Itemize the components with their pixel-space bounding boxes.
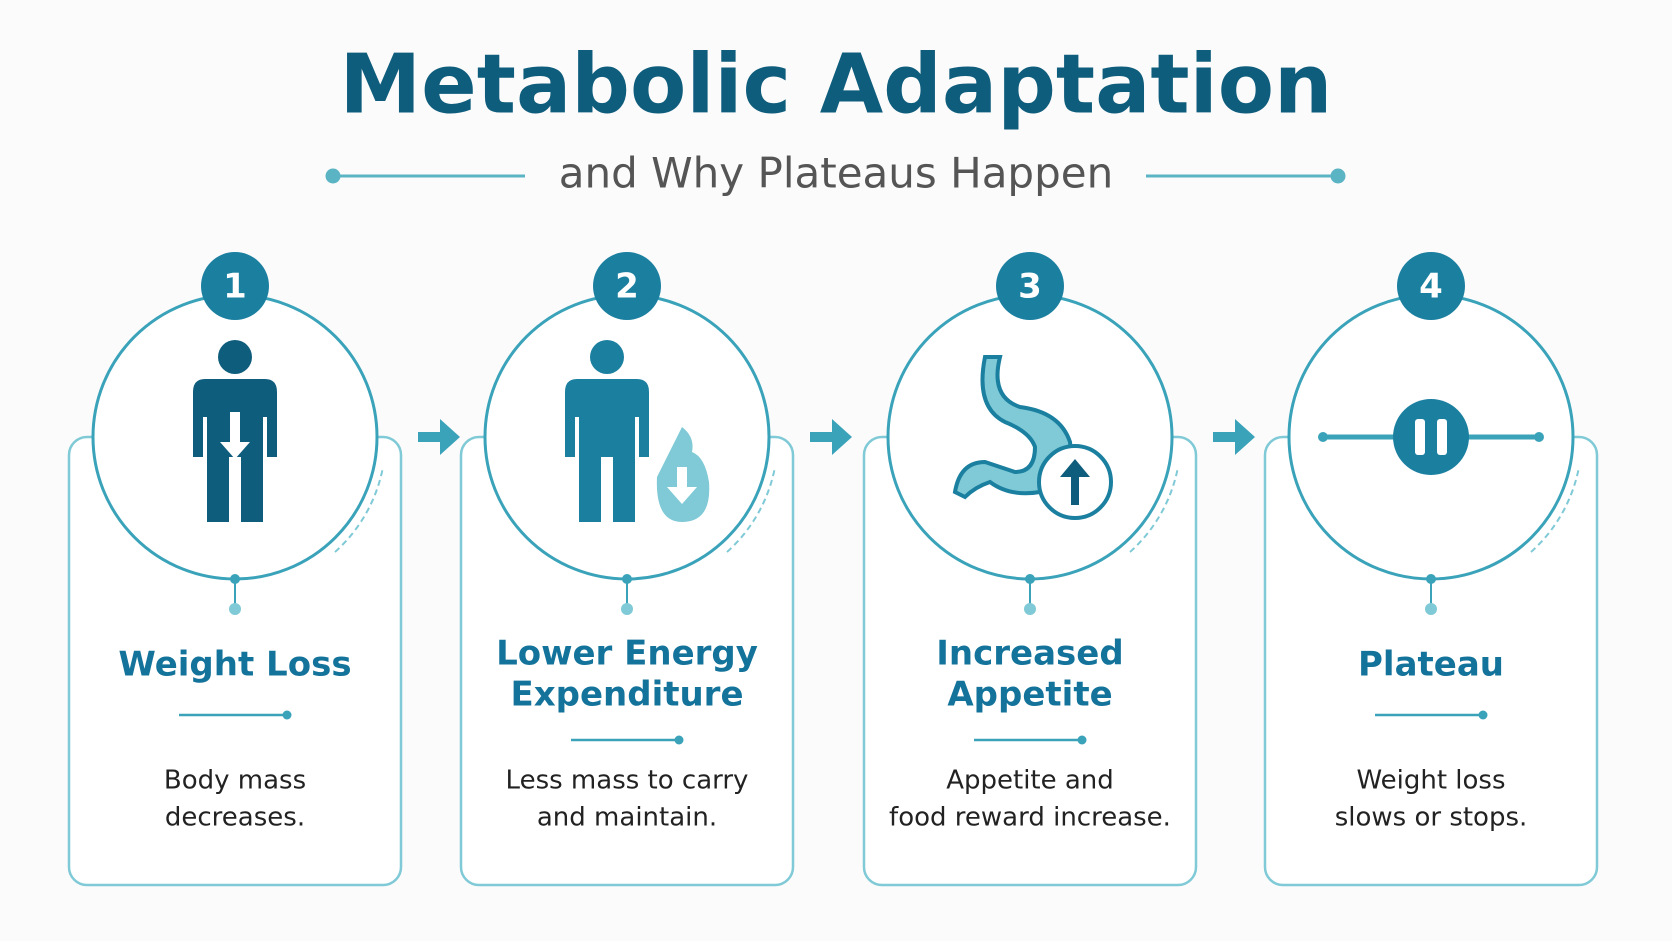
step-description: food reward increase. [889, 803, 1171, 833]
icon [193, 340, 277, 522]
icon [1318, 432, 1328, 442]
title: Metabolic Adaptation [340, 37, 1333, 132]
connector-dot [1025, 574, 1035, 584]
step-description: decreases. [165, 803, 305, 833]
icon [952, 355, 1073, 500]
connector-dot [622, 574, 632, 584]
icon [1415, 419, 1425, 455]
flow-arrow [810, 419, 852, 455]
step-description: slows or stops. [1335, 803, 1528, 833]
step-title: Plateau [1358, 645, 1504, 685]
step-description: Weight loss [1356, 766, 1505, 796]
step-description: Less mass to carry [506, 766, 749, 796]
step-description: Appetite and [946, 766, 1114, 796]
icon [565, 379, 649, 522]
number-badge [593, 252, 661, 320]
connector-dot [229, 603, 241, 615]
icon [1060, 459, 1090, 505]
flow-arrow [1213, 419, 1255, 455]
number-badge [201, 252, 269, 320]
step-title: Expenditure [510, 675, 743, 715]
step-title: Weight Loss [118, 645, 351, 685]
step-description: and maintain. [537, 803, 717, 833]
icon [590, 340, 624, 374]
icon [1437, 419, 1447, 455]
icon [220, 412, 250, 459]
step-card: 4 Plateau Weight loss slows or stops. [1263, 252, 1599, 887]
connector-dot [230, 574, 240, 584]
icon [218, 340, 252, 374]
step-number: 1 [223, 267, 247, 307]
step-number: 4 [1419, 267, 1443, 307]
icon [1393, 399, 1469, 475]
number-badge [1397, 252, 1465, 320]
connector-dot [1024, 603, 1036, 615]
step-number: 3 [1018, 267, 1042, 307]
icon [952, 355, 1113, 520]
subtitle: and Why Plateaus Happen [559, 149, 1113, 198]
number-badge [996, 252, 1064, 320]
title-rule-dot [674, 735, 684, 745]
step-title: Lower Energy [496, 634, 758, 674]
step-number: 2 [615, 267, 639, 307]
connector-dot [621, 603, 633, 615]
step-title: Appetite [947, 675, 1112, 715]
icon [667, 467, 697, 504]
step-description: Body mass [164, 766, 306, 796]
connector-dot [1425, 603, 1437, 615]
title-rule-dot [1077, 735, 1087, 745]
connector-dot [1426, 574, 1436, 584]
step-card: 1 Weight Loss Body mass decreases. [67, 252, 403, 887]
icon [1318, 399, 1544, 475]
icon [565, 340, 710, 522]
icon [1534, 432, 1544, 442]
title-rule-dot [1478, 710, 1488, 720]
title-rule-dot [282, 710, 292, 720]
subtitle-rules [325, 168, 1346, 184]
flow-arrow [418, 419, 460, 455]
step-title: Increased [936, 634, 1123, 674]
